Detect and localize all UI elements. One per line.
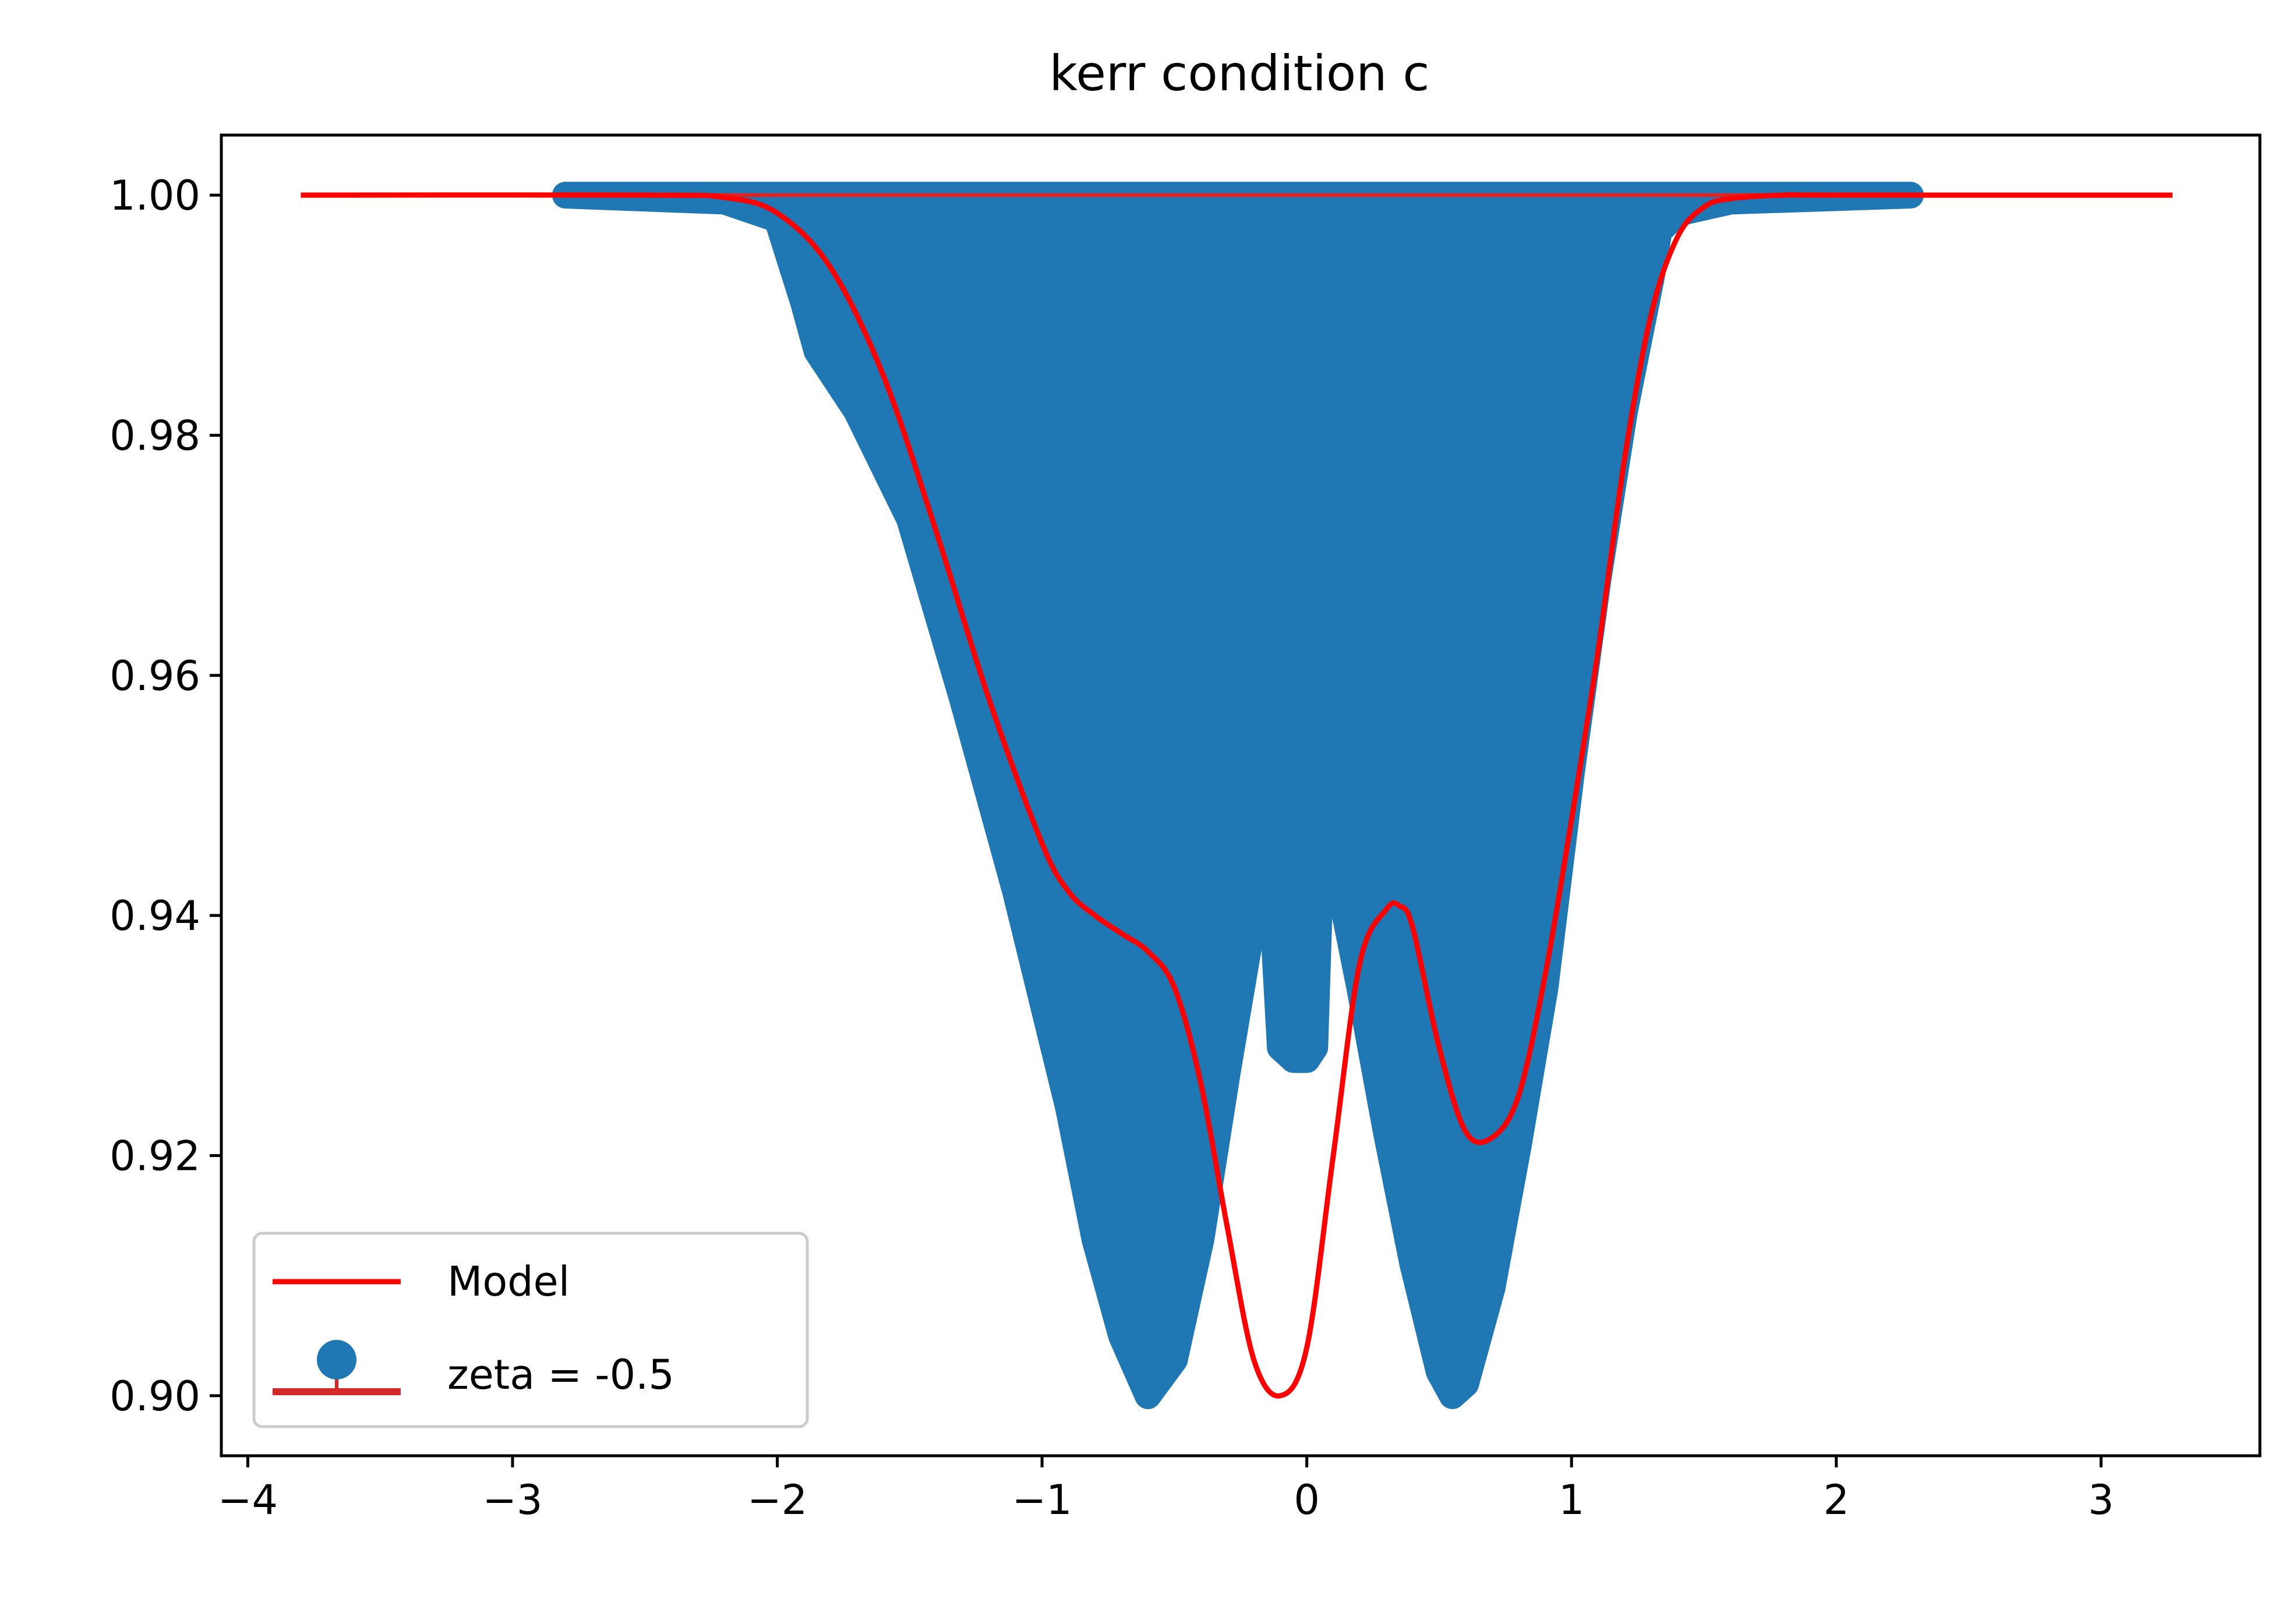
legend: Model zeta = -0.5 [252, 1232, 809, 1428]
x-tick-label: 2 [1823, 1476, 1849, 1524]
legend-label-model: Model [447, 1258, 570, 1306]
data-series-zeta [552, 182, 1924, 1409]
x-tick-label: 3 [2088, 1476, 2114, 1524]
y-tick-label: 0.96 [109, 652, 200, 700]
x-tick-label: −3 [482, 1476, 542, 1524]
axes: −4 −3 −2 −1 0 1 2 3 0.90 0.92 0.94 0.96 0.98 1.00 [109, 172, 2114, 1524]
y-tick-label: 0.92 [109, 1133, 200, 1180]
y-tick-label: 0.90 [109, 1372, 200, 1420]
x-tick-label: −4 [218, 1476, 278, 1524]
chart-title: kerr condition c [1050, 45, 1430, 102]
x-tick-label: 0 [1294, 1476, 1320, 1524]
y-tick-label: 0.98 [109, 412, 200, 459]
x-tick-label: −2 [747, 1476, 807, 1524]
x-tick-label: −1 [1012, 1476, 1072, 1524]
legend-marker [317, 1340, 356, 1379]
axes-frame [220, 133, 2262, 1458]
legend-label-data: zeta = -0.5 [447, 1351, 674, 1399]
x-tick-label: 1 [1559, 1476, 1585, 1524]
y-tick-label: 1.00 [109, 172, 200, 220]
y-tick-label: 0.94 [109, 892, 200, 940]
plot-area [301, 182, 2173, 1409]
model-line [301, 192, 2173, 1399]
